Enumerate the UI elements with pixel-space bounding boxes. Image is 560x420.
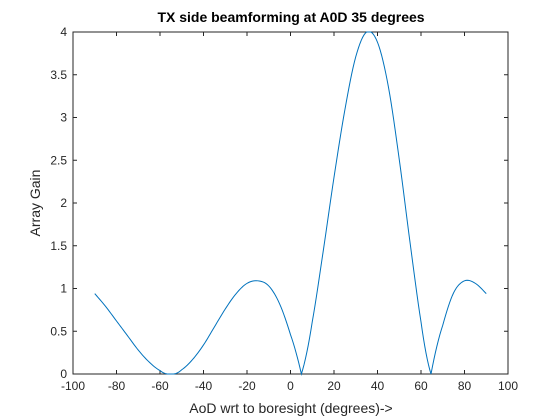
y-tick-label: 0.5	[50, 324, 67, 338]
x-tick-label: 20	[327, 379, 341, 393]
x-tick-label: 80	[458, 379, 472, 393]
y-axis-label: Array Gain	[27, 170, 43, 237]
x-tick-label: -20	[238, 379, 256, 393]
x-axis-label: AoD wrt to boresight (degrees)->	[189, 400, 392, 416]
chart-title: TX side beamforming at A0D 35 degrees	[157, 9, 424, 25]
y-tick-label: 1.5	[50, 239, 67, 253]
x-axis: -100 -80 -60 -40 -20 0 20 40 60 80 100	[61, 32, 518, 393]
y-axis: 0 0.5 1 1.5 2 2.5 3 3.5 4	[50, 25, 508, 381]
y-tick-label: 3	[60, 111, 67, 125]
y-tick-label: 0	[60, 367, 67, 381]
y-tick-label: 3.5	[50, 68, 67, 82]
x-tick-label: -80	[108, 379, 126, 393]
x-tick-label: 40	[371, 379, 385, 393]
x-tick-label: -40	[195, 379, 213, 393]
x-tick-label: 60	[414, 379, 428, 393]
x-tick-label: 0	[287, 379, 294, 393]
series-layer	[94, 31, 487, 376]
y-tick-label: 2	[60, 196, 67, 210]
y-tick-label: 2.5	[50, 153, 67, 167]
x-tick-label: 100	[498, 379, 518, 393]
x-tick-label: -100	[61, 379, 85, 393]
plot-area-frame	[72, 31, 509, 375]
series-line	[94, 31, 487, 376]
x-tick-label: -60	[151, 379, 169, 393]
y-tick-label: 1	[60, 282, 67, 296]
y-tick-label: 4	[60, 25, 67, 39]
